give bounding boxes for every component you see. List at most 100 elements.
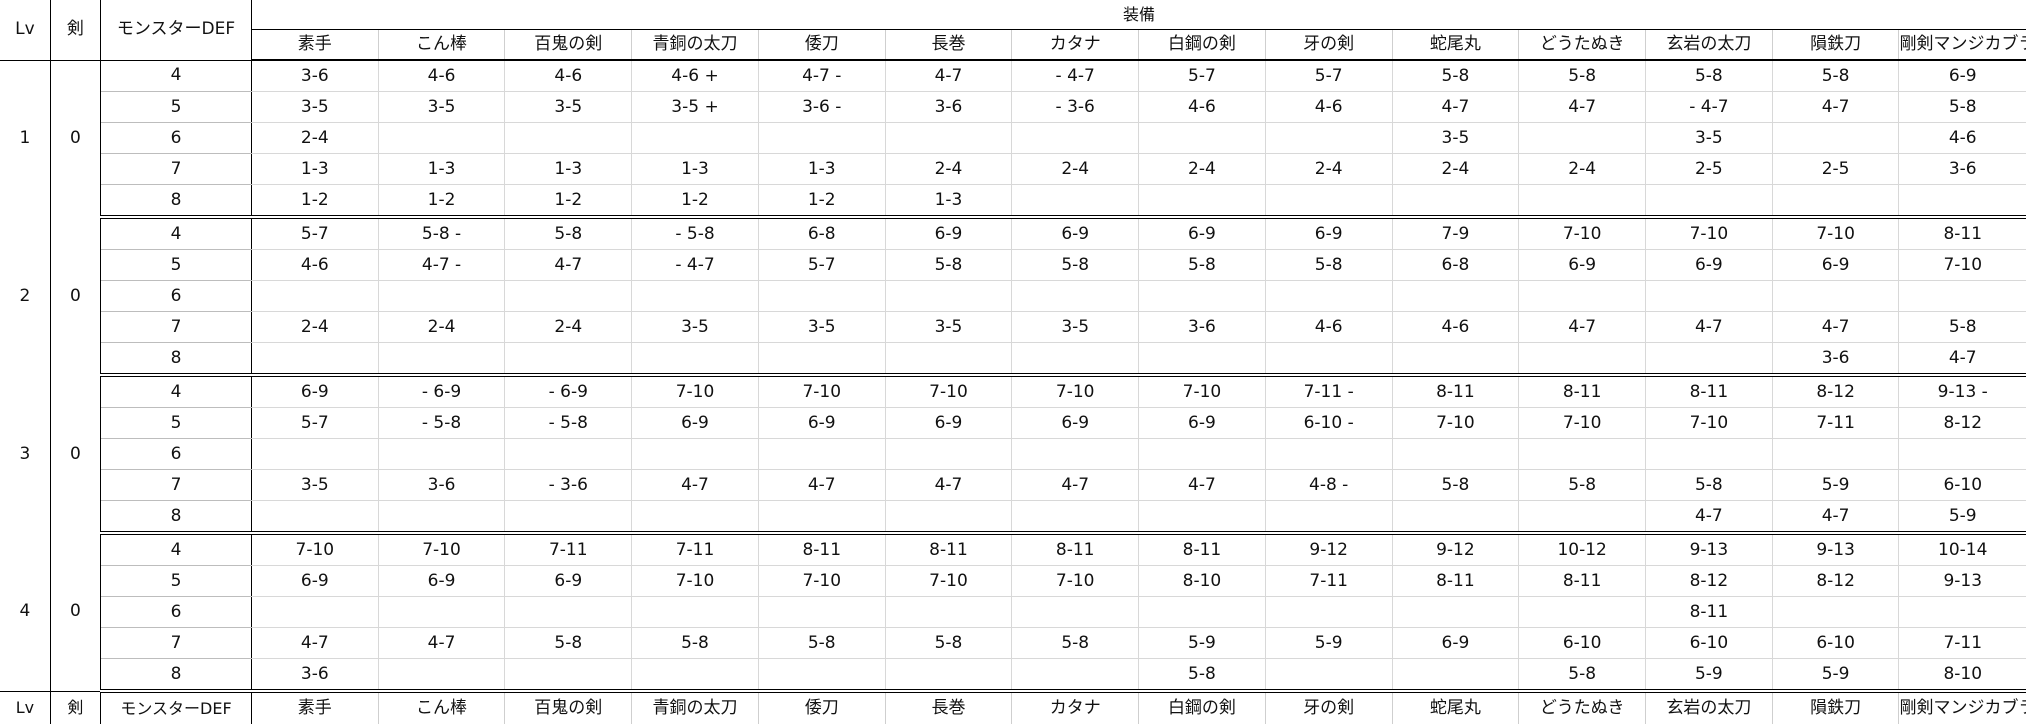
damage-cell: 5-9 <box>1771 658 1899 693</box>
damage-cell: 4-7 <box>504 249 632 281</box>
damage-cell: 3-5 <box>1011 311 1139 343</box>
damage-cell: 9-13 <box>1645 533 1773 566</box>
damage-cell <box>377 438 505 470</box>
damage-cell: 7-10 <box>1898 249 2026 281</box>
damage-cell <box>377 280 505 312</box>
damage-cell: 3-6 <box>1898 153 2026 185</box>
damage-cell: 5-8 <box>1645 60 1773 92</box>
table-row: 6 8-11 <box>0 596 2026 628</box>
equipment-footer: 白鋼の剣 <box>1138 690 1266 724</box>
damage-cell <box>1391 438 1519 470</box>
damage-cell: 4-7 <box>884 60 1012 92</box>
damage-cell: 4-7 <box>1011 469 1139 501</box>
damage-cell <box>631 658 759 693</box>
damage-cell: 3-6 <box>1138 311 1266 343</box>
monster-def-cell: 7 <box>100 469 252 501</box>
damage-cell: 7-10 <box>1011 375 1139 408</box>
equipment-footer: 蛇尾丸 <box>1391 690 1519 724</box>
damage-cell <box>1264 122 1393 154</box>
damage-cell <box>504 280 632 312</box>
damage-cell: 3-5 <box>377 91 505 123</box>
damage-cell <box>1898 280 2026 312</box>
damage-cell: - 5-8 <box>504 407 632 439</box>
equipment-footer: どうたぬき <box>1518 690 1646 724</box>
monster-def-cell: 4 <box>100 60 252 92</box>
monster-def-cell: 5 <box>100 565 252 597</box>
damage-cell: 5-8 <box>1011 627 1139 659</box>
equipment-footer: こん棒 <box>377 690 505 724</box>
damage-cell: 5-8 <box>1391 60 1519 92</box>
damage-cell: 5-9 <box>1138 627 1266 659</box>
damage-cell: 6-9 <box>250 565 379 597</box>
equipment-header: 素手 <box>250 29 379 61</box>
damage-cell <box>1898 184 2026 219</box>
damage-cell <box>884 438 1012 470</box>
monster-def-cell: 4 <box>100 533 252 566</box>
damage-cell <box>1518 438 1646 470</box>
damage-cell: 7-11 <box>1264 565 1393 597</box>
damage-cell: 4-6 <box>377 60 505 92</box>
damage-cell: 5-8 <box>504 627 632 659</box>
damage-cell: - 4-7 <box>1645 91 1773 123</box>
damage-cell <box>884 500 1012 535</box>
damage-cell <box>757 438 886 470</box>
damage-cell: 6-9 <box>631 407 759 439</box>
damage-cell: 7-9 <box>1391 217 1519 250</box>
damage-cell <box>631 280 759 312</box>
damage-cell: 7-10 <box>1138 375 1266 408</box>
monster-def-cell: 5 <box>100 91 252 123</box>
damage-cell: - 4-7 <box>1011 60 1139 92</box>
damage-cell: 1-3 <box>504 153 632 185</box>
damage-cell <box>377 658 505 693</box>
damage-cell: 8-11 <box>1138 533 1266 566</box>
equipment-header: 長巻 <box>884 29 1012 61</box>
damage-cell: 1-2 <box>631 184 759 219</box>
equipment-header: 百鬼の剣 <box>504 29 632 61</box>
table-row: 8 3-6 5-8 5-8 5-9 5-9 8-10 <box>0 658 2026 693</box>
damage-cell: 4-7 <box>1518 311 1646 343</box>
equipment-footer: 玄岩の太刀 <box>1645 690 1773 724</box>
monster-def-cell: 6 <box>100 596 252 628</box>
damage-cell <box>757 500 886 535</box>
damage-cell: 1-3 <box>631 153 759 185</box>
damage-cell: 3-5 <box>757 311 886 343</box>
damage-cell <box>1011 342 1139 377</box>
damage-cell: 4-7 <box>250 627 379 659</box>
table-body: 1 0 4 3-6 4-6 4-6 4-6 +4-7 -4-7- 4-7 5-7 5-7 5-8 5… <box>0 60 2026 693</box>
table-row: 6 <box>0 280 2026 312</box>
equipment-footer: 百鬼の剣 <box>504 690 632 724</box>
damage-cell: 6-10 <box>1898 469 2026 501</box>
damage-cell: 3-5 <box>1391 122 1519 154</box>
damage-cell <box>1138 184 1266 219</box>
damage-cell: 6-9 <box>250 375 379 408</box>
damage-cell <box>631 596 759 628</box>
damage-cell <box>250 500 379 535</box>
monster-def-cell: 8 <box>100 184 252 219</box>
damage-cell: 7-11 - <box>1264 375 1393 408</box>
damage-cell: 3-5 + <box>631 91 759 123</box>
damage-cell: 4-7 <box>631 469 759 501</box>
damage-cell: 1-2 <box>250 184 379 219</box>
damage-cell: 2-4 <box>1518 153 1646 185</box>
damage-cell <box>1138 500 1266 535</box>
damage-cell: 9-13 - <box>1898 375 2026 408</box>
damage-cell: 5-9 <box>1771 469 1899 501</box>
equipment-header: こん棒 <box>377 29 505 61</box>
damage-cell <box>1011 438 1139 470</box>
damage-cell: 4-7 <box>1771 500 1899 535</box>
damage-cell: 7-10 <box>1771 217 1899 250</box>
damage-cell: - 3-6 <box>1011 91 1139 123</box>
damage-cell: - 4-7 <box>631 249 759 281</box>
damage-cell <box>1898 596 2026 628</box>
damage-cell <box>1898 438 2026 470</box>
damage-cell: 2-4 <box>250 311 379 343</box>
equipment-footer: 剛剣マンジカブラ <box>1898 690 2026 724</box>
damage-cell <box>250 596 379 628</box>
damage-cell: 4-7 <box>884 469 1012 501</box>
damage-cell: 4-7 <box>1391 91 1519 123</box>
damage-cell <box>631 438 759 470</box>
damage-cell: 8-11 <box>884 533 1012 566</box>
equipment-footer: 牙の剣 <box>1264 690 1393 724</box>
damage-cell: 1-3 <box>250 153 379 185</box>
damage-cell <box>1645 184 1773 219</box>
